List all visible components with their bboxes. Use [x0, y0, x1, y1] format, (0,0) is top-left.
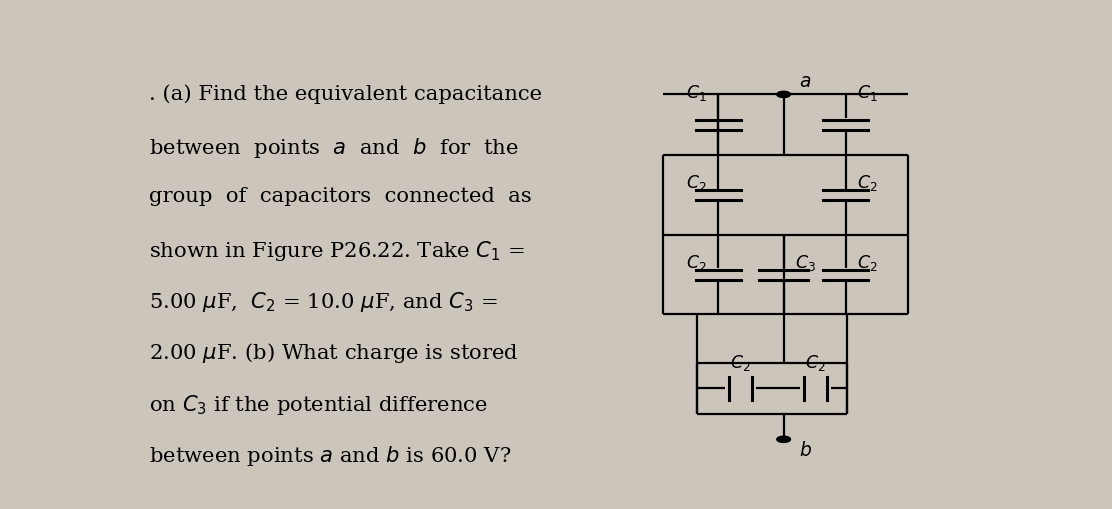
- Text: shown in Figure P26.22. Take $C_1$ =: shown in Figure P26.22. Take $C_1$ =: [149, 239, 525, 263]
- Text: $C_2$: $C_2$: [686, 174, 707, 193]
- Text: $C_2$: $C_2$: [731, 353, 751, 374]
- Text: $b$: $b$: [800, 441, 812, 460]
- Text: $C_1$: $C_1$: [857, 83, 877, 103]
- Text: 2.00 $\mu$F. (b) What charge is stored: 2.00 $\mu$F. (b) What charge is stored: [149, 342, 519, 365]
- Text: $C_2$: $C_2$: [857, 174, 877, 193]
- Text: $C_1$: $C_1$: [686, 83, 707, 103]
- Text: $C_2$: $C_2$: [686, 253, 707, 273]
- Text: between  points  $a$  and  $b$  for  the: between points $a$ and $b$ for the: [149, 136, 519, 160]
- Circle shape: [777, 91, 791, 98]
- Text: 5.00 $\mu$F,  $C_2$ = 10.0 $\mu$F, and $C_3$ =: 5.00 $\mu$F, $C_2$ = 10.0 $\mu$F, and $C…: [149, 290, 498, 314]
- Text: $C_3$: $C_3$: [795, 253, 815, 273]
- Text: $C_2$: $C_2$: [805, 353, 826, 374]
- Text: . (a) Find the equivalent capacitance: . (a) Find the equivalent capacitance: [149, 84, 543, 104]
- Text: on $C_3$ if the potential difference: on $C_3$ if the potential difference: [149, 392, 488, 417]
- Text: between points $a$ and $b$ is 60.0 V?: between points $a$ and $b$ is 60.0 V?: [149, 444, 512, 468]
- Circle shape: [777, 436, 791, 442]
- Text: group  of  capacitors  connected  as: group of capacitors connected as: [149, 187, 532, 206]
- Text: $C_2$: $C_2$: [857, 253, 877, 273]
- Text: $a$: $a$: [800, 73, 812, 91]
